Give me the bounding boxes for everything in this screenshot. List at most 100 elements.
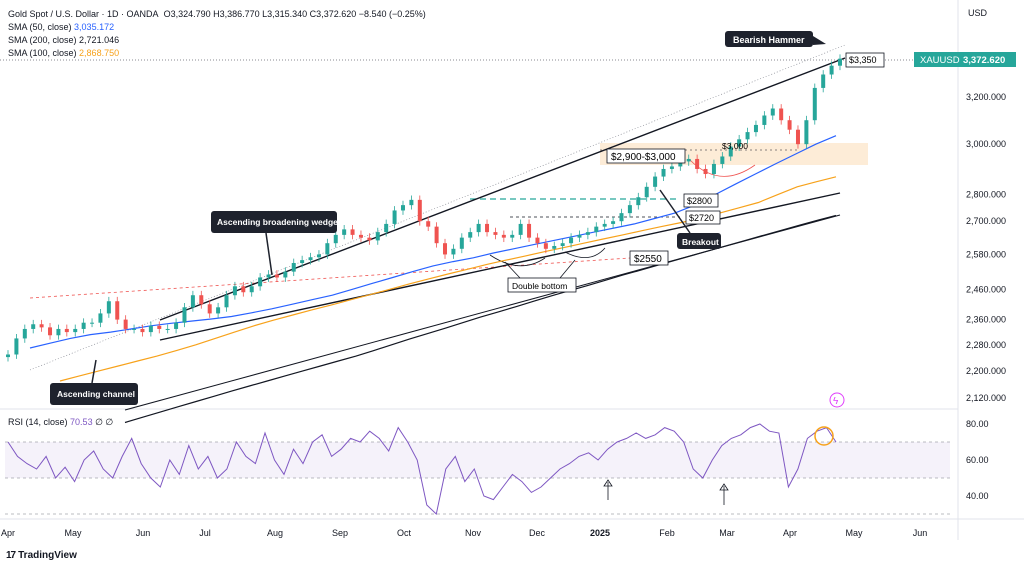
candle-body (174, 322, 179, 329)
price-tick-label: 2,700.000 (966, 216, 1006, 226)
wedge-callout (211, 211, 337, 233)
price-badge[interactable] (914, 52, 1016, 67)
level-2800-label: $2800 (687, 196, 712, 206)
price-tick-label: 2,280.000 (966, 340, 1006, 350)
legend-sma100-label: SMA (100, close) (8, 48, 77, 58)
candle-body (728, 146, 733, 157)
candle-body (627, 205, 632, 214)
candle-body (678, 161, 683, 167)
candle-body (611, 221, 616, 224)
candle-body (39, 324, 44, 328)
candle-body (342, 229, 347, 235)
breakout-label: Breakout (682, 237, 719, 247)
candle-body (602, 223, 607, 227)
time-tick-label: Jun (913, 528, 928, 538)
channel-upper-line (29, 44, 846, 371)
candle-body (535, 237, 540, 244)
candle-body (165, 328, 170, 330)
time-tick-label: Jul (199, 528, 211, 538)
time-tick-label: Mar (719, 528, 735, 538)
candle-body (795, 129, 800, 145)
rsi-band (5, 442, 950, 478)
candle-body (804, 120, 809, 145)
level-2550-label: $2550 (634, 254, 662, 265)
level-2800-label-box (683, 193, 719, 208)
candle-body (417, 199, 422, 222)
time-tick-label: Sep (332, 528, 348, 538)
candle-body (291, 262, 296, 272)
candle-body (434, 226, 439, 244)
time-tick-label: May (845, 528, 863, 538)
time-tick-label: Feb (659, 528, 675, 538)
candle-body (274, 274, 279, 278)
breakout-pointer (659, 189, 691, 234)
candle-body (14, 338, 19, 355)
candle-body (745, 132, 750, 140)
candle-body (451, 248, 456, 255)
wedge-lower-line (159, 192, 841, 341)
time-tick-label: Apr (1, 528, 15, 538)
candle-body (123, 319, 128, 329)
level-3350-label: $3,350 (849, 55, 877, 65)
candle-body (510, 234, 515, 238)
candle-body (300, 260, 305, 263)
sma200-line (124, 214, 837, 424)
candle-body (426, 221, 431, 227)
tradingview-logo-icon: 17 (6, 550, 16, 561)
candle-body (485, 223, 490, 233)
candle-body (468, 232, 473, 238)
rsi-legend-extra: ∅ ∅ (95, 417, 114, 427)
breakout-callout (677, 233, 721, 249)
price-tick-label: 3,200.000 (966, 92, 1006, 102)
double-bottom-arrow-right (559, 259, 576, 279)
price-tick-label: 2,360.000 (966, 315, 1006, 325)
candle-body (577, 234, 582, 238)
candle-body (241, 286, 246, 293)
candle-body (501, 234, 506, 238)
time-tick-label: Oct (397, 528, 412, 538)
level-2550-line (29, 257, 631, 299)
candle-body (90, 322, 95, 324)
double-bottom-curve-2 (564, 247, 606, 258)
candle-body (258, 277, 263, 287)
candle-body (22, 328, 27, 339)
candle-body (283, 271, 288, 278)
candle-body (367, 237, 372, 241)
candle-body (81, 322, 86, 329)
lightning-icon-glyph: ϟ (833, 396, 839, 407)
channel-label: Ascending channel (57, 389, 135, 399)
candle-body (409, 199, 414, 206)
price-tick-label: 3,000.000 (966, 139, 1006, 149)
bearish-hammer-callout (725, 31, 813, 47)
candle-body (812, 87, 817, 121)
legend-sma200-label: SMA (200, close) (8, 35, 77, 45)
candle-body (148, 325, 153, 333)
candle-body (695, 158, 700, 169)
candle-body (190, 295, 195, 308)
currency-label: USD (968, 8, 988, 18)
candle-body (686, 158, 691, 162)
time-axis-ticks: Apr May Jun Jul Aug Sep Oct Nov Dec 2025 Feb Mar Apr… (1, 528, 927, 538)
candle-body (400, 205, 405, 211)
candle-body (308, 257, 313, 261)
candle-body (325, 243, 330, 255)
rsi-highlight-circle (814, 426, 834, 446)
candle-body (669, 166, 674, 169)
candle-body (6, 354, 10, 358)
candle-body (31, 324, 36, 329)
candle-body (98, 313, 103, 323)
candle-body (443, 243, 448, 255)
tradingview-brand[interactable]: 17 TradingView (6, 550, 77, 561)
candle-body (829, 65, 834, 75)
candle-body (779, 108, 784, 121)
candle-body (73, 328, 78, 333)
wedge-pointer (265, 232, 273, 276)
lightning-icon[interactable] (829, 392, 845, 408)
bearish-hammer-pointer (813, 36, 826, 45)
legend-ohlc: O3,324.790 H3,386.770 L3,315.340 C3,372.… (163, 9, 426, 19)
candle-body (249, 286, 254, 293)
candle-body (821, 74, 826, 88)
time-tick-label: Aug (267, 528, 283, 538)
candle-body (216, 307, 221, 314)
